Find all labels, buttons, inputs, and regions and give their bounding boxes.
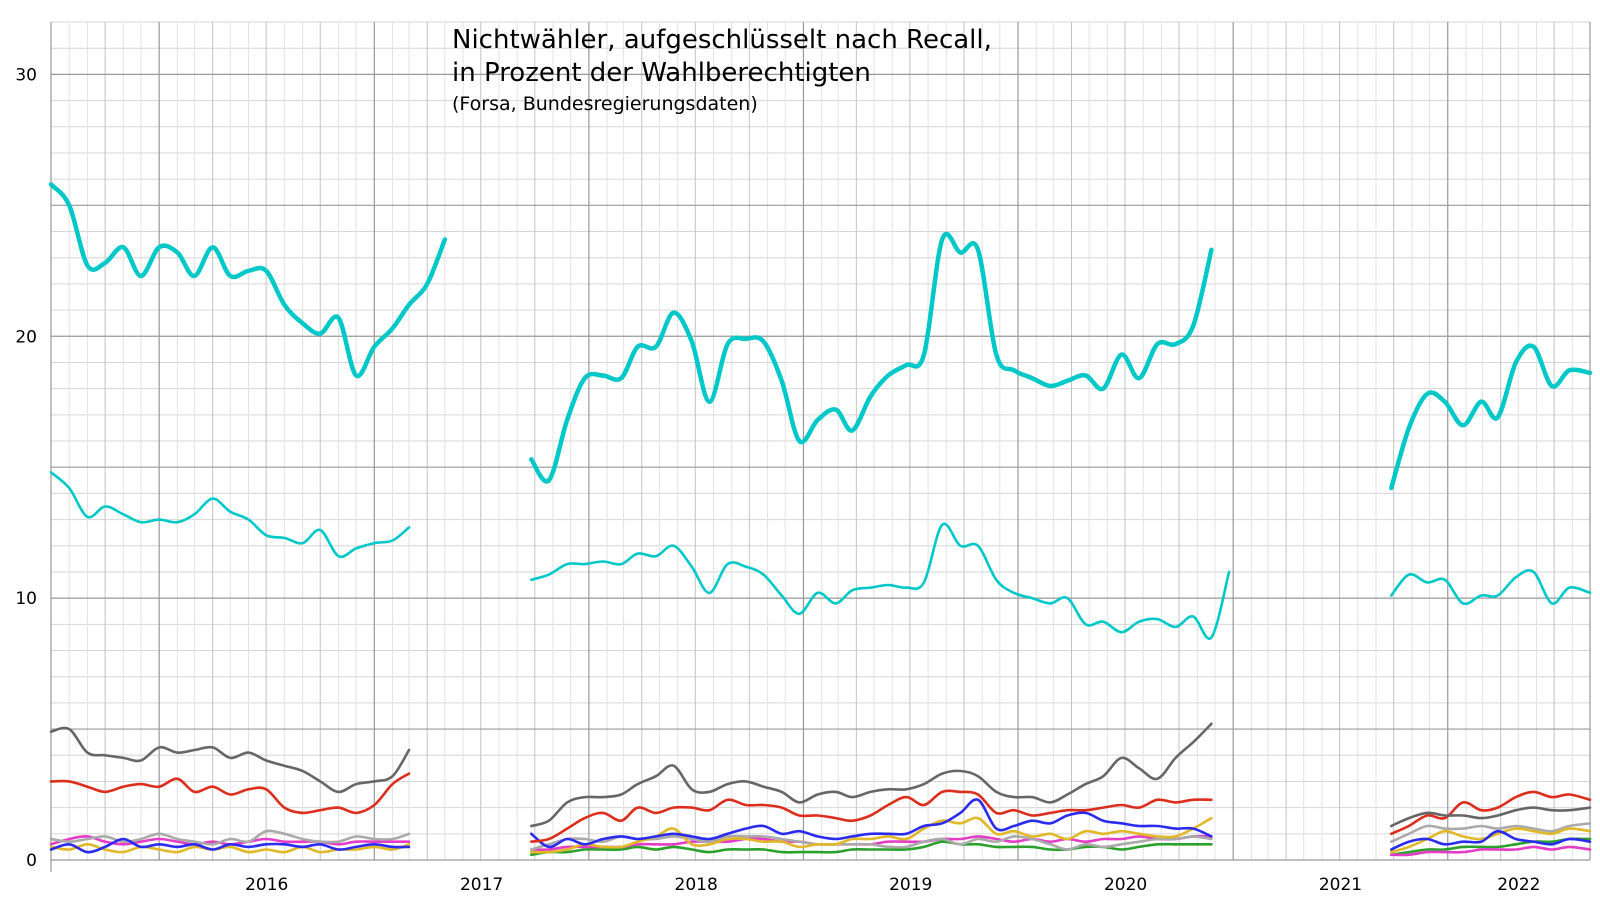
series-segment [1390,822,1592,843]
series-segment [49,772,411,815]
minor-gridlines [50,21,1590,860]
y-axis-tick-labels: 0 10 20 30 [15,65,37,871]
series-segment [1389,343,1593,491]
series-segment [1390,837,1592,857]
series-segment [1390,845,1592,857]
x-tick-label: 2019 [889,875,932,895]
x-tick-label: 2016 [245,875,288,895]
series-segment [48,182,448,379]
series-line [49,722,1592,828]
series-segment [529,231,1214,484]
chart-title-block: Nichtwähler, aufgeschlüsselt nach Recall… [452,25,992,115]
series-segment [1390,790,1592,836]
series-segment [49,726,411,794]
series-line [49,798,1592,854]
series-segment [49,843,411,854]
x-tick-label: 2017 [460,875,503,895]
chart-title: Nichtwähler, aufgeschlüsselt nach Recall… [452,25,992,55]
series-segment [1390,569,1592,606]
y-tick-label: 10 [15,589,37,609]
series-segment [530,722,1213,828]
series-line [49,772,1592,843]
y-tick-label: 20 [15,327,37,347]
x-tick-label: 2021 [1319,875,1362,895]
series-line [48,182,1593,491]
chart-subtitle: (Forsa, Bundesregierungsdaten) [452,93,758,115]
series-segment [530,798,1213,849]
y-tick-label: 0 [26,851,37,871]
series-segment [530,789,1213,843]
x-axis-tick-labels: 2016 2017 2018 2019 2020 2021 2022 [245,875,1540,895]
major-gridlines [50,22,1591,872]
series-segment [1390,829,1592,851]
series-segment [49,837,411,854]
y-tick-label: 30 [15,65,37,85]
series-segment [1390,806,1592,828]
x-tick-label: 2022 [1497,875,1540,895]
series-segment [49,471,411,559]
series-line [49,471,1592,640]
x-tick-label: 2018 [675,875,718,895]
chart-title-line2: in Prozent der Wahlberechtigten [452,58,871,88]
series-segment [530,522,1231,640]
x-tick-label: 2020 [1104,875,1147,895]
series-segment [49,829,411,846]
series-layer [48,182,1593,857]
series-segment [530,816,1213,854]
